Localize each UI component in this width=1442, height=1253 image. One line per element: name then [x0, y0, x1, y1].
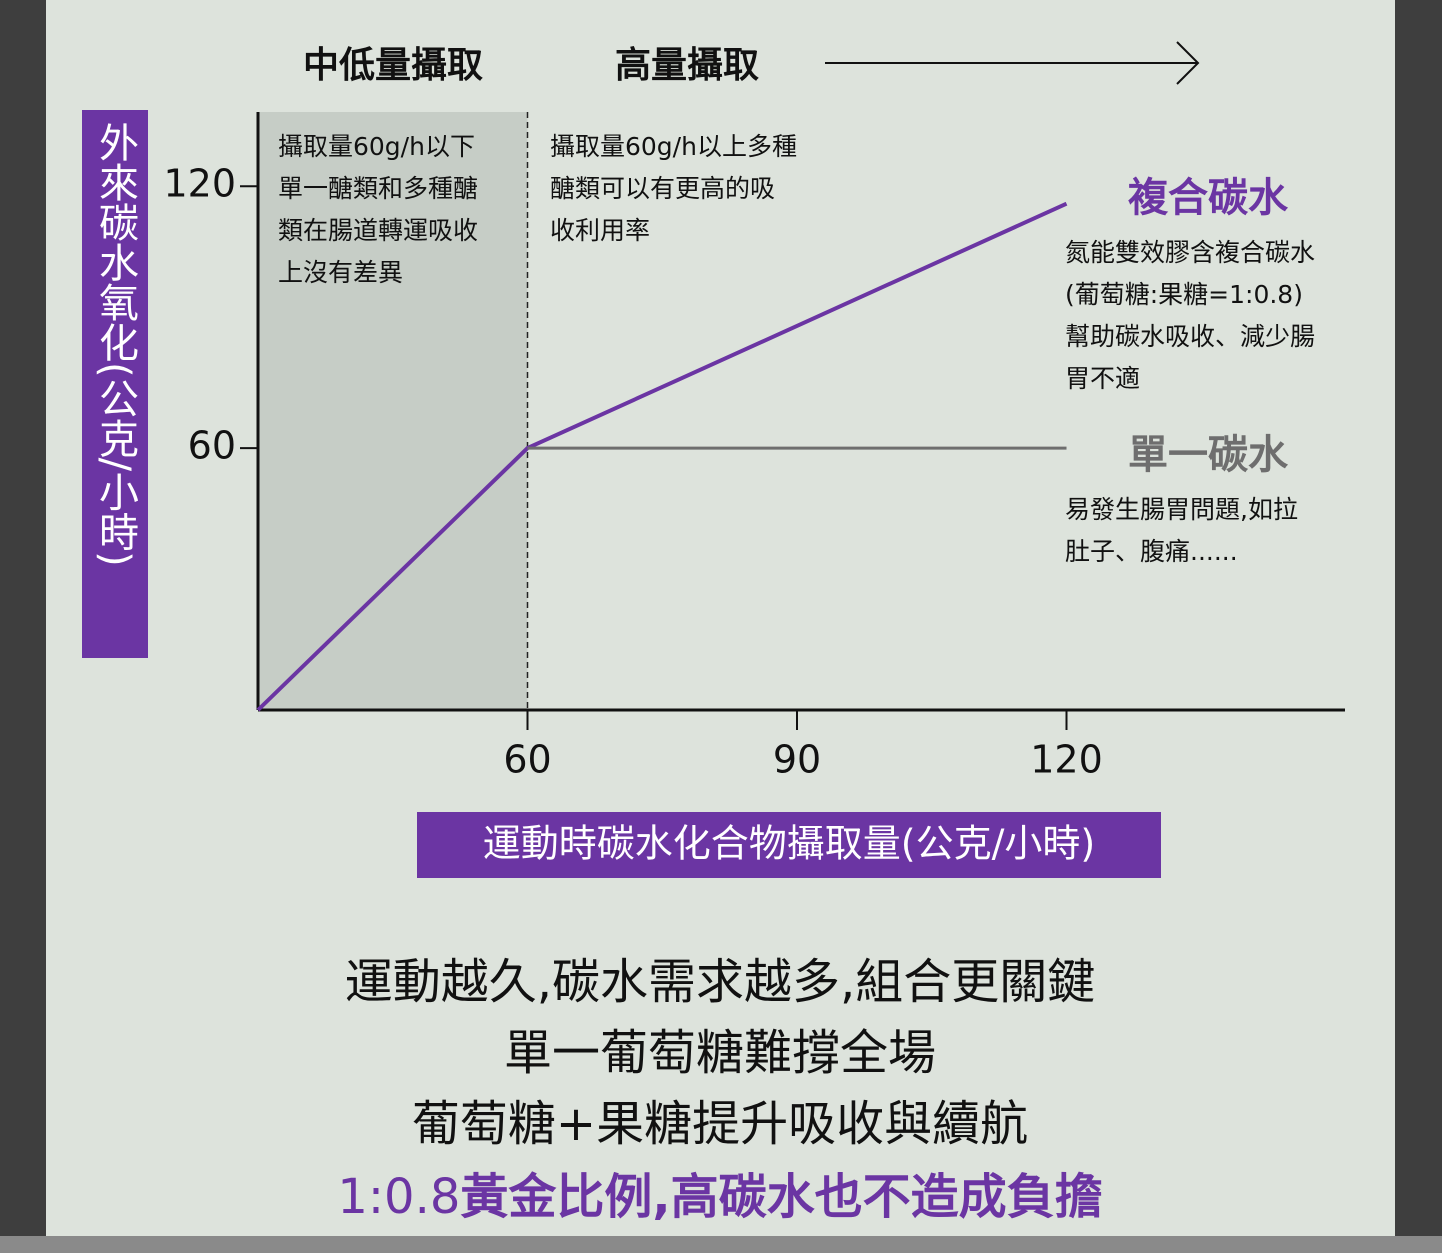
x-axis-label: 運動時碳水化合物攝取量(公克/小時) [483, 822, 1095, 866]
region-note: 攝取量60g/h以下 [278, 132, 475, 161]
series-note: 胃不適 [1065, 364, 1140, 393]
header-left: 中低量攝取 [303, 45, 483, 86]
x-tick-label: 60 [503, 738, 551, 782]
footer-highlight: 1:0.8黃金比例,高碳水也不造成負擔 [337, 1169, 1102, 1225]
y-axis-label: 外來碳水氧化(公克/小時) [92, 122, 138, 567]
shaded-region [258, 112, 528, 710]
bottom-strip [0, 1236, 1442, 1253]
xlabel-box [417, 812, 1161, 878]
series-note: 幫助碳水吸收、減少腸 [1065, 322, 1315, 351]
region-note: 醣類可以有更高的吸 [550, 174, 775, 203]
region-note: 收利用率 [550, 216, 650, 245]
series-note: (葡萄糖:果糖=1:0.8) [1065, 280, 1303, 309]
y-tick-label: 60 [188, 424, 236, 468]
series-label: 複合碳水 [1128, 175, 1289, 221]
series-note: 氮能雙效膠含複合碳水 [1065, 238, 1315, 267]
y-tick-label: 120 [163, 162, 236, 206]
footer-line: 單一葡萄糖難撐全場 [504, 1025, 936, 1081]
series-note: 易發生腸胃問題,如拉 [1065, 495, 1298, 524]
footer-line: 運動越久,碳水需求越多,組合更關鍵 [345, 954, 1096, 1010]
ylabel-box [82, 110, 148, 658]
footer-line: 葡萄糖+果糖提升吸收與續航 [412, 1096, 1028, 1152]
header-right: 高量攝取 [615, 45, 759, 86]
series-label: 單一碳水 [1128, 432, 1289, 478]
highlight-prefix: 1:0.8 [337, 1169, 460, 1225]
arrow [825, 41, 1200, 85]
x-tick-label: 120 [1030, 738, 1103, 782]
region-note: 單一醣類和多種醣 [278, 174, 478, 203]
region-note: 攝取量60g/h以上多種 [550, 132, 797, 161]
series-note: 肚子、腹痛...... [1065, 537, 1238, 566]
highlight-text: 黃金比例,高碳水也不造成負擔 [460, 1169, 1102, 1225]
region-note: 類在腸道轉運吸收 [278, 216, 478, 245]
region-note: 上沒有差異 [278, 258, 403, 287]
plot: 60 90 120 60 120 攝取量60g/h以下單一醣類和多種醣類在腸道轉運吸收上沒… [163, 112, 1345, 782]
x-tick-label: 90 [773, 738, 821, 782]
